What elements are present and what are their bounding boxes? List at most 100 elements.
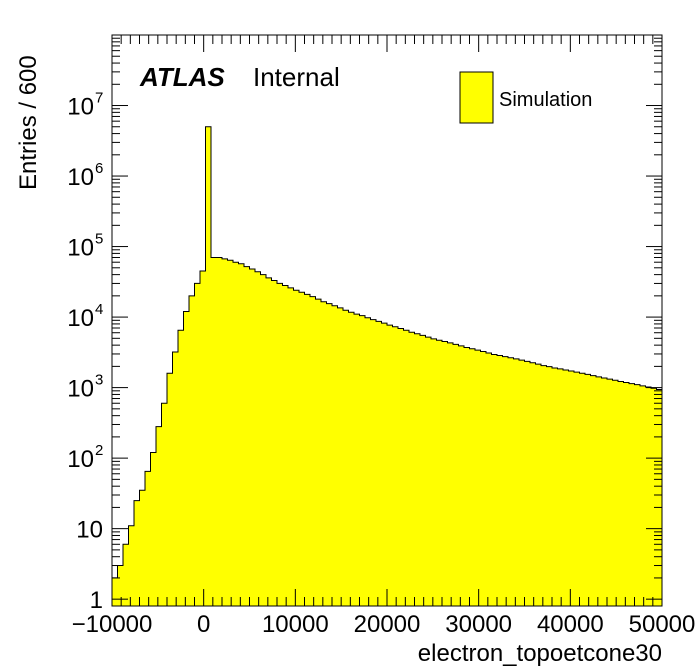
histogram-bar	[304, 294, 311, 606]
histogram-bar	[145, 471, 151, 606]
histogram-bar	[634, 384, 641, 606]
x-tick-label: 30000	[445, 611, 512, 638]
histogram-bar	[530, 362, 536, 606]
histogram-bar	[244, 266, 250, 606]
histogram-bar	[222, 258, 228, 606]
histogram-bar	[513, 358, 520, 606]
histogram-bar	[381, 323, 388, 606]
histogram-bar	[123, 544, 129, 606]
histogram-bar	[469, 348, 476, 606]
x-tick-label: 20000	[354, 611, 421, 638]
histogram-bar	[337, 307, 344, 606]
y-tick-exponent: 7	[95, 90, 103, 107]
histogram-bar	[414, 333, 421, 606]
histogram-bar	[629, 383, 635, 606]
histogram-bar	[271, 280, 278, 606]
histogram-bar	[299, 292, 305, 606]
histogram-bar	[502, 356, 509, 606]
histogram-bar	[216, 257, 223, 606]
y-tick-exponent: 2	[95, 442, 103, 459]
histogram-bar	[326, 303, 333, 606]
histogram-bar	[425, 337, 432, 606]
histogram-bar	[288, 287, 294, 606]
histogram-bar	[464, 347, 470, 606]
histogram-bar	[139, 490, 146, 606]
histogram-bar	[150, 452, 157, 606]
histogram-bar	[442, 341, 448, 606]
x-axis-title: electron_topoetcone30	[418, 640, 662, 667]
histogram-bar	[172, 351, 179, 606]
histogram-bar	[128, 525, 135, 606]
histogram-bar	[117, 565, 124, 606]
histogram-bar	[640, 385, 646, 606]
histogram-bar	[354, 314, 360, 606]
y-tick-label: 10	[67, 376, 94, 403]
y-tick-label: 10	[67, 446, 94, 473]
x-tick-label: 50000	[629, 611, 696, 638]
histogram-bar	[183, 311, 190, 606]
histogram-bar	[387, 325, 393, 606]
histogram-bars	[111, 126, 663, 607]
histogram-bar	[211, 257, 217, 606]
histogram-bar	[370, 319, 377, 606]
histogram-bar	[134, 500, 140, 606]
histogram-bar	[601, 377, 608, 606]
histogram-bar	[623, 382, 630, 606]
histogram-bar	[189, 295, 195, 606]
histogram-bar	[563, 369, 569, 606]
histogram-bar	[458, 345, 465, 606]
y-tick-label: 10	[76, 517, 103, 544]
histogram-bar	[255, 271, 261, 606]
histogram-bar	[321, 301, 327, 606]
y-axis-title: Entries / 600	[15, 55, 42, 190]
histogram-bar	[277, 283, 283, 606]
x-tick-label: 0	[197, 611, 210, 638]
histogram-bar	[612, 380, 619, 606]
histogram-bar	[574, 372, 580, 606]
histogram-bar	[403, 330, 410, 606]
histogram-bar	[293, 290, 300, 606]
y-tick-exponent: 6	[95, 160, 103, 177]
atlas-label: ATLAS	[139, 62, 225, 92]
histogram-bar	[656, 389, 663, 606]
histogram-bar	[480, 351, 487, 606]
x-tick-label: 10000	[262, 611, 329, 638]
histogram-bar	[508, 357, 514, 606]
histogram-bar	[310, 296, 316, 606]
histogram-bar	[420, 335, 426, 606]
histogram-bar	[238, 263, 245, 606]
y-tick-label: 10	[67, 235, 94, 262]
y-tick-exponent: 4	[95, 301, 103, 318]
histogram-bar	[519, 360, 525, 606]
histogram-bar	[590, 375, 597, 606]
histogram-bar	[475, 350, 481, 606]
y-tick-exponent: 3	[95, 372, 103, 389]
histogram-bar	[645, 386, 652, 606]
histogram-bar	[233, 262, 239, 606]
histogram-bar	[200, 271, 206, 606]
histogram-bar	[585, 374, 591, 606]
histogram-bar	[436, 340, 443, 606]
histogram-bar	[447, 342, 454, 606]
histogram-bar	[535, 364, 542, 606]
histogram-bar	[178, 330, 184, 606]
histogram-bar	[161, 403, 168, 606]
histogram-bar	[486, 352, 492, 606]
y-tick-exponent: 5	[95, 231, 103, 248]
histogram-bar	[365, 317, 371, 606]
histogram-bar	[205, 126, 212, 607]
histogram-bar	[359, 315, 366, 606]
histogram-bar	[112, 577, 118, 606]
histogram-bar	[332, 305, 338, 606]
histogram-bar	[392, 326, 399, 606]
histogram-bar	[348, 312, 355, 606]
x-axis-tick-labels: −10000 0 10000 20000 30000 40000 50000	[72, 611, 696, 638]
x-tick-label: 40000	[537, 611, 604, 638]
histogram-bar	[541, 365, 547, 606]
histogram-bar	[568, 370, 575, 606]
histogram-bar	[227, 260, 234, 606]
histogram-bar	[194, 283, 201, 606]
histogram-bar	[282, 285, 289, 606]
legend-swatch	[459, 71, 494, 124]
